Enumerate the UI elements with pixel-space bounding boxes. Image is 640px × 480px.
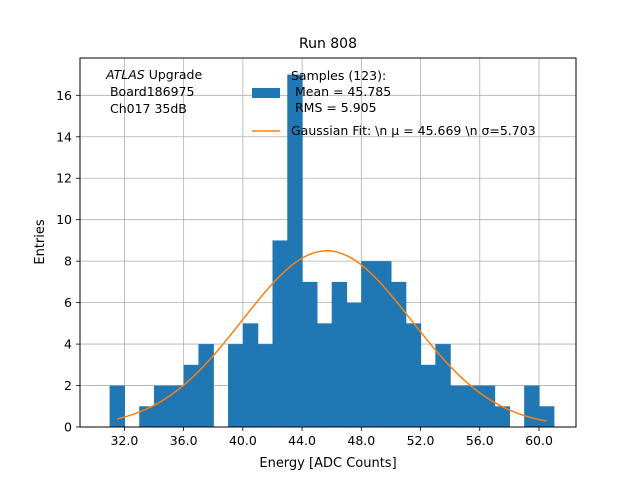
- gaussian-fit-curve: [116, 250, 547, 422]
- y-tick-label-4: 8: [64, 254, 72, 269]
- annotation-line-3: Ch017 35dB: [106, 101, 187, 116]
- histogram-bar-2: [139, 406, 155, 427]
- histogram-bar-20: [405, 323, 422, 427]
- histogram-bar-8: [228, 344, 244, 427]
- legend: Samples (123): Mean = 45.785 RMS = 5.905…: [252, 68, 536, 138]
- histogram-bar-22: [435, 344, 451, 427]
- x-tick-label-2: 40.0: [229, 433, 257, 448]
- legend-swatch-samples: [252, 88, 280, 98]
- x-tick-label-5: 52.0: [407, 433, 435, 448]
- x-tick-label-7: 60.0: [525, 433, 553, 448]
- annotation-atlas: ATLAS: [105, 67, 145, 82]
- legend-samples-line-1: Samples (123):: [291, 68, 386, 83]
- histogram-bar-15: [331, 281, 348, 427]
- histogram-bar-17: [361, 261, 377, 427]
- histogram-bar-29: [538, 406, 555, 427]
- x-tick-label-1: 36.0: [170, 433, 198, 448]
- histogram-bar-4: [168, 385, 185, 427]
- histogram-bar-10: [257, 344, 274, 427]
- legend-fit-label: Gaussian Fit: \n μ = 45.669 \n σ=5.703: [291, 123, 536, 138]
- histogram-bar-11: [272, 240, 288, 427]
- x-tick-label-6: 56.0: [466, 433, 494, 448]
- histogram-bar-6: [198, 344, 214, 427]
- histogram-bar-5: [183, 364, 200, 427]
- histogram-bar-18: [376, 261, 392, 427]
- y-tick-label-8: 16: [56, 88, 72, 103]
- histogram-bar-12: [287, 74, 303, 428]
- x-axis-ticks: 32.0 36.0 40.0 44.0 48.0 52.0 56.0 60.0: [110, 427, 553, 448]
- histogram-bar-21: [420, 364, 436, 427]
- y-tick-label-7: 14: [56, 129, 72, 144]
- y-tick-label-6: 12: [56, 171, 72, 186]
- x-tick-label-0: 32.0: [110, 433, 138, 448]
- y-axis-ticks: 0 2 4 6 8 10 12 14 16: [56, 88, 80, 435]
- histogram-bar-24: [464, 385, 481, 427]
- atlas-annotation: ATLAS Upgrade Board186975 Ch017 35dB: [105, 67, 202, 116]
- histogram-bar-19: [390, 281, 407, 427]
- histogram-bar-26: [494, 406, 510, 427]
- histogram-bar-14: [316, 323, 333, 427]
- histogram-bar-16: [346, 302, 362, 427]
- histogram-bar-25: [479, 385, 496, 427]
- histogram-bar-9: [242, 323, 259, 427]
- x-tick-label-4: 48.0: [347, 433, 375, 448]
- y-tick-label-3: 6: [64, 295, 72, 310]
- plot-frame: [79, 57, 577, 428]
- histogram-bar-3: [154, 385, 170, 427]
- histogram-bar-0: [109, 385, 126, 427]
- histogram-bar-13: [302, 281, 318, 427]
- x-tick-label-3: 44.0: [288, 433, 316, 448]
- y-axis-label: Entries: [33, 219, 48, 265]
- histogram-bar-23: [450, 385, 466, 427]
- annotation-upgrade: Upgrade: [145, 67, 203, 82]
- histogram-bar-28: [524, 385, 540, 427]
- histogram-bars: [109, 74, 555, 428]
- y-tick-label-1: 2: [64, 378, 72, 393]
- legend-samples-line-2: Mean = 45.785: [291, 84, 391, 99]
- x-axis-label: Energy [ADC Counts]: [259, 456, 396, 471]
- y-tick-label-0: 0: [64, 420, 72, 435]
- legend-samples-line-3: RMS = 5.905: [291, 100, 377, 115]
- y-tick-label-5: 10: [56, 212, 72, 227]
- chart-title: Run 808: [299, 36, 357, 52]
- annotation-line-1: ATLAS Upgrade: [105, 67, 202, 82]
- annotation-line-2: Board186975: [106, 84, 194, 99]
- gaussian-fit-line: [116, 250, 547, 422]
- y-tick-label-2: 4: [64, 337, 72, 352]
